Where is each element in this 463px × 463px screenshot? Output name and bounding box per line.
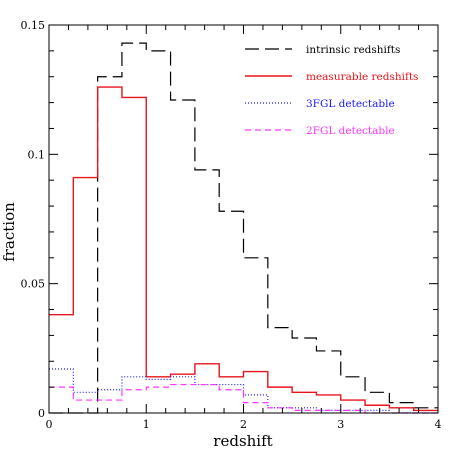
legend-label-3: 3FGL detectable	[306, 98, 395, 110]
series-line-2	[49, 86, 438, 412]
y-tick-label: 0	[38, 407, 45, 420]
y-tick-label: 0.05	[21, 278, 46, 291]
x-axis-title: redshift	[213, 432, 272, 450]
axes-layer: 0 1 2 3 4 0 0.05 0.1 0.15	[21, 19, 442, 431]
legend-label-2: measurable redshifts	[306, 71, 418, 83]
series-layer	[49, 42, 438, 414]
series-line-4	[49, 383, 438, 414]
legend-label-1: intrinsic redshifts	[306, 44, 400, 56]
x-tick-label: 0	[46, 418, 53, 431]
legend: intrinsic redshifts measurable redshifts 3…	[245, 44, 418, 137]
y-tick-label: 0.1	[28, 148, 46, 161]
legend-label-4: 2FGL detectable	[306, 125, 395, 137]
series-line-1	[49, 42, 438, 414]
x-tick-label: 2	[240, 418, 247, 431]
x-tick-label: 4	[435, 418, 442, 431]
y-axis-title: fraction	[0, 202, 18, 262]
x-tick-label: 1	[143, 418, 150, 431]
x-tick-label: 3	[337, 418, 344, 431]
y-tick-label: 0.15	[21, 19, 46, 32]
